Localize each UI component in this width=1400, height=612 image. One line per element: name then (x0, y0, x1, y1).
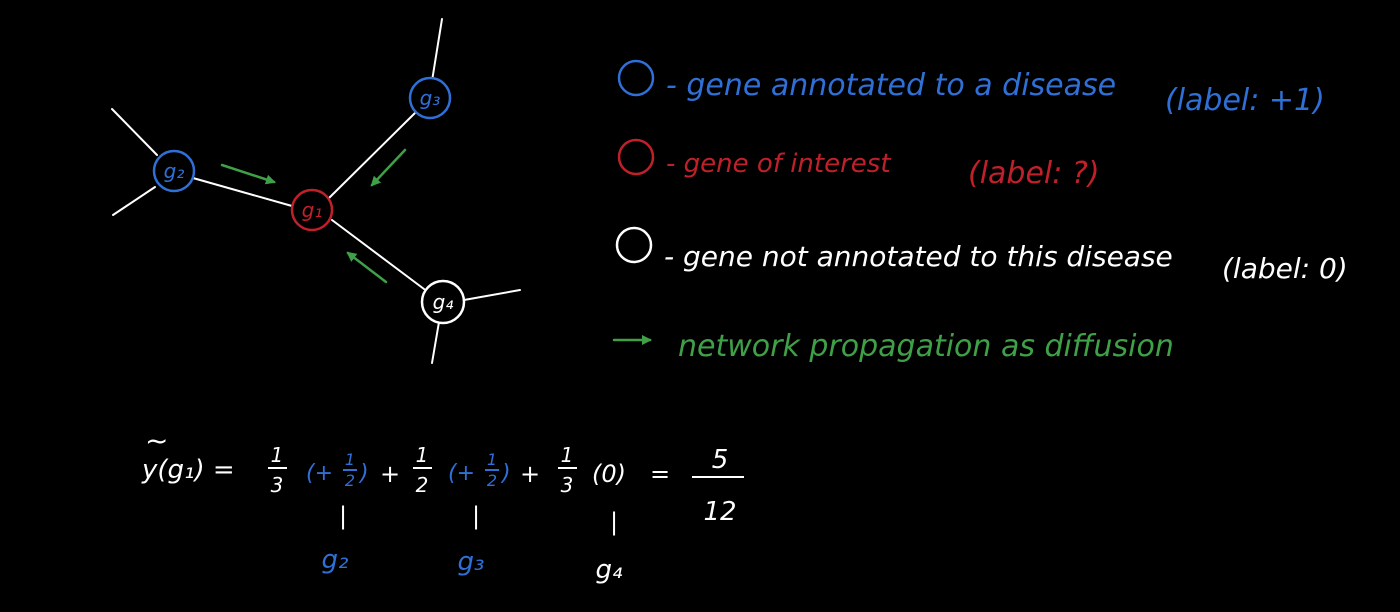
legend-annotated-text: - gene annotated to a disease (666, 68, 1116, 103)
node-g2-circle (152, 149, 196, 193)
legend-interest-circle-icon (617, 138, 655, 176)
term1-open: (+ (306, 461, 333, 486)
term1-num: 1 (345, 450, 355, 469)
equation-lhs: y(g₁) = (141, 455, 235, 485)
term2-coef-num: 1 (416, 443, 429, 467)
edge-g2-g1 (192, 177, 293, 207)
term2-num: 1 (487, 450, 497, 469)
term3-coef-num: 1 (561, 443, 574, 467)
plus-sign-1: + (380, 460, 400, 488)
term2-coef-den: 2 (416, 473, 429, 497)
edge-g3-g1 (328, 111, 417, 199)
legend-annotated-circle-icon (617, 59, 655, 97)
under-bar-2: | (472, 502, 480, 530)
under-label-g4: g₄ (596, 555, 624, 585)
node-g4-label: g₄ (433, 290, 454, 314)
node-g1-circle (290, 188, 334, 232)
under-label-g2: g₂ (322, 545, 349, 575)
legend-interest: - gene of interest (label: ?) (617, 138, 1100, 191)
under-bar-1: | (339, 502, 347, 530)
legend-not-annotated: - gene not annotated to this disease (la… (615, 226, 1348, 285)
term2-close: ) (500, 461, 511, 486)
term1-coef-num: 1 (271, 443, 284, 467)
term3-value: (0) (592, 460, 626, 488)
term2-open: (+ (448, 461, 475, 486)
arrow-g2-to-g1 (220, 163, 276, 185)
legend-interest-label: (label: ?) (968, 156, 1100, 191)
network-edges (111, 18, 521, 364)
legend-propagation: network propagation as diffusion (612, 329, 1174, 364)
term1-den: 2 (345, 471, 355, 490)
arrow-g3-to-g1 (370, 148, 407, 187)
legend-not-annotated-circle-icon (615, 226, 653, 264)
result-numerator: 5 (712, 445, 729, 475)
edge-g4-stub-right (463, 289, 521, 301)
arrow-g4-to-g1 (346, 251, 388, 284)
plus-sign-2: + (520, 460, 540, 488)
term1-close: ) (358, 461, 369, 486)
equation-tilde: ~ (145, 424, 168, 457)
legend-propagation-text: network propagation as diffusion (678, 329, 1174, 364)
node-g3-label: g₃ (420, 86, 441, 110)
node-g3-circle (408, 76, 452, 120)
legend-annotated-label: (label: +1) (1165, 83, 1325, 118)
legend: - gene annotated to a disease (label: +1… (612, 59, 1348, 364)
node-g1-label: g₁ (302, 198, 323, 222)
node-g3: g₃ (408, 76, 452, 120)
diffusion-arrows (220, 148, 407, 284)
node-g2-label: g₂ (164, 159, 185, 183)
legend-interest-text: - gene of interest (666, 149, 891, 179)
term2-den: 2 (487, 471, 497, 490)
equation: ~ y(g₁) = 1 3 (+ 1 2 ) + 1 2 (+ 1 2 ) + … (141, 424, 744, 585)
legend-annotated: - gene annotated to a disease (label: +1… (617, 59, 1325, 118)
node-g4: g₄ (420, 279, 466, 325)
edge-g2-stub-lower (112, 186, 156, 216)
legend-not-annotated-text: - gene not annotated to this disease (664, 240, 1173, 273)
edge-g2-stub-upper (111, 108, 158, 156)
under-bar-3: | (610, 508, 618, 536)
edge-g3-stub (431, 18, 443, 82)
legend-not-annotated-label: (label: 0) (1222, 252, 1348, 285)
under-label-g3: g₃ (458, 547, 485, 577)
term3-coef-den: 3 (561, 473, 574, 497)
node-g2: g₂ (152, 149, 196, 193)
node-g1: g₁ (290, 188, 334, 232)
node-g4-circle (420, 279, 466, 325)
equals-sign: = (650, 460, 670, 488)
edge-g4-stub-lower (431, 321, 440, 364)
term1-coef-den: 3 (271, 473, 284, 497)
edge-g4-g1 (331, 219, 425, 290)
result-denominator: 12 (703, 497, 736, 527)
